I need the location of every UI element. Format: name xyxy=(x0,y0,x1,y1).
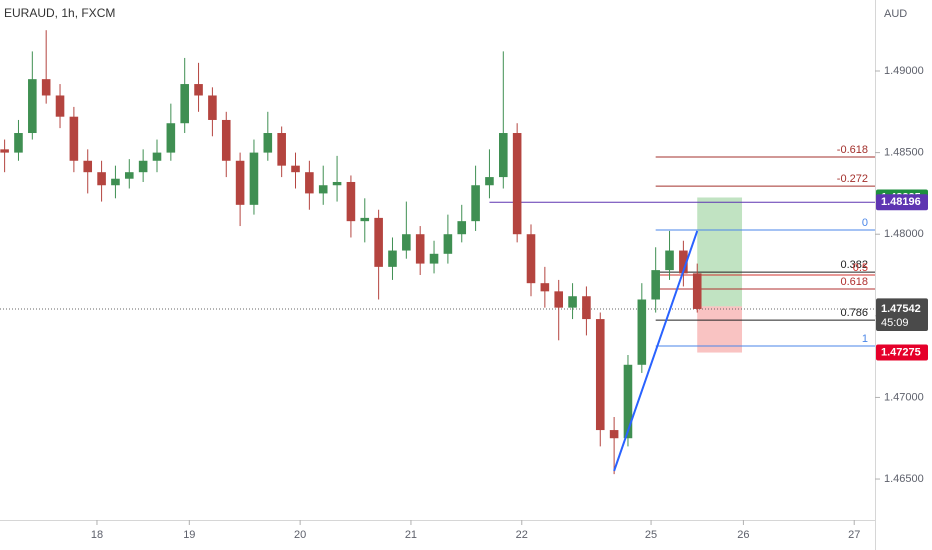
price-tag xyxy=(876,300,928,331)
fib-level-label: 0.382 xyxy=(840,259,868,271)
candle-body xyxy=(679,250,688,274)
x-tick-label: 21 xyxy=(405,529,417,541)
candle-body xyxy=(249,152,259,205)
candle-body xyxy=(499,133,508,178)
candle-body xyxy=(138,160,148,173)
candle-body xyxy=(83,160,93,173)
fib-level-label: -0.272 xyxy=(837,173,868,185)
y-tick-label: 1.46500 xyxy=(884,473,924,485)
fib-level-label: 1 xyxy=(862,333,868,345)
candles xyxy=(0,30,702,475)
candle-body xyxy=(41,79,51,96)
fib-level-label: 0.786 xyxy=(840,307,868,319)
price-tag-label: 1.48196 xyxy=(881,196,921,208)
candle-body xyxy=(471,185,480,222)
fib-level-label: 0.5 xyxy=(853,262,868,274)
price-tag xyxy=(876,344,928,361)
candle-body xyxy=(582,296,591,320)
y-tick-label: 1.47000 xyxy=(884,391,924,403)
fib-level-label: 0.618 xyxy=(840,276,868,288)
candle-body xyxy=(595,319,605,431)
candle-body xyxy=(180,84,189,124)
fib-level-label: -0.618 xyxy=(837,144,868,156)
candle-body xyxy=(346,181,356,222)
candle-body xyxy=(360,217,370,222)
loss-zone xyxy=(697,306,743,353)
trend-line xyxy=(613,230,699,472)
candle-body xyxy=(305,172,314,194)
candle-body xyxy=(97,172,106,186)
candle-body xyxy=(221,119,231,161)
candle-body xyxy=(609,430,619,439)
chart-title: EURAUD, 1h, FXCM xyxy=(4,6,115,20)
candle-body xyxy=(692,273,702,309)
candle-body xyxy=(402,234,411,251)
candle-body xyxy=(332,181,342,186)
candle-body xyxy=(14,133,23,153)
candle-body xyxy=(235,160,245,205)
price-tag-label: 1.47275 xyxy=(881,346,921,358)
candle-body xyxy=(651,270,660,300)
fib-level-label: 0 xyxy=(862,217,868,229)
candle-body xyxy=(568,296,577,308)
candle-body xyxy=(443,234,453,254)
candle-body xyxy=(415,234,425,264)
axes: 1.465001.470001.475001.480001.485001.490… xyxy=(91,65,928,541)
x-tick-label: 27 xyxy=(848,529,860,541)
price-tag-label: 1.47542 xyxy=(881,303,921,315)
candle-body xyxy=(291,165,300,173)
x-tick-label: 25 xyxy=(645,529,657,541)
candle-body xyxy=(318,185,328,194)
overlay xyxy=(613,230,699,472)
candle-body xyxy=(374,217,383,267)
candle-body xyxy=(277,133,286,166)
x-tick-label: 20 xyxy=(294,529,306,541)
x-tick-label: 26 xyxy=(737,529,749,541)
price-tag xyxy=(876,194,928,211)
candle-body xyxy=(208,95,217,120)
candle-body xyxy=(623,364,633,439)
candle-body xyxy=(194,84,203,96)
candle-body xyxy=(388,250,397,267)
candle-body xyxy=(665,250,674,271)
candle-body xyxy=(540,283,550,292)
profit-zone xyxy=(697,197,743,307)
candle-body xyxy=(485,177,494,186)
candle-body xyxy=(526,234,536,284)
x-tick-label: 19 xyxy=(183,529,195,541)
candle-body xyxy=(166,123,176,153)
candle-body xyxy=(69,116,79,161)
candle-body xyxy=(429,253,439,264)
y-tick-label: 1.49000 xyxy=(884,65,924,77)
y-tick-label: 1.48500 xyxy=(884,147,924,159)
candle-body xyxy=(111,178,120,186)
y-tick-label: 1.48000 xyxy=(884,228,924,240)
candle-body xyxy=(0,149,9,153)
candle-body xyxy=(55,95,65,117)
currency-label: AUD xyxy=(884,8,907,20)
candle-body xyxy=(263,133,273,153)
candle-body xyxy=(124,172,134,179)
candle-body xyxy=(554,291,564,308)
x-tick-label: 22 xyxy=(516,529,528,541)
candle-body xyxy=(457,221,467,235)
candle-body xyxy=(152,152,162,161)
x-tick-label: 18 xyxy=(91,529,103,541)
countdown: 45:09 xyxy=(881,317,909,329)
candle-body xyxy=(28,79,37,134)
candle-body xyxy=(512,133,522,235)
candle-body xyxy=(637,299,647,365)
